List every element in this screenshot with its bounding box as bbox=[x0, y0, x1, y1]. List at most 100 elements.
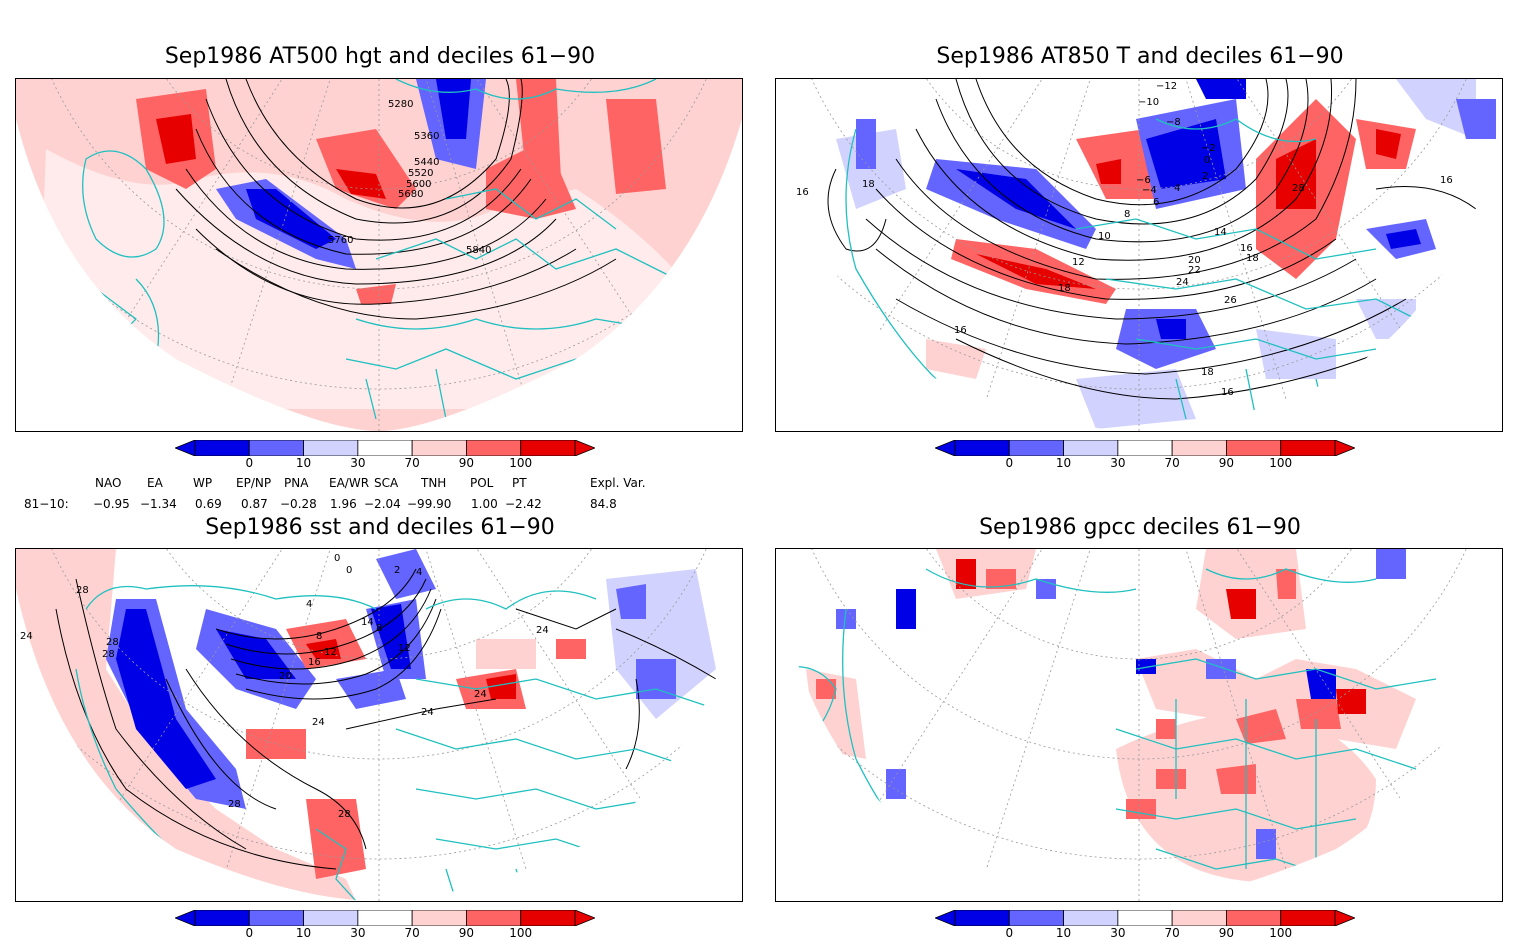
colorbar-hgt: 0 10 30 70 90 100 bbox=[175, 440, 595, 470]
index-value: −1.34 bbox=[140, 497, 177, 511]
contour-label: 20 bbox=[1188, 255, 1201, 266]
colorbar-segment bbox=[1280, 440, 1336, 456]
colorbar-segment bbox=[1334, 440, 1355, 456]
index-value: 0.69 bbox=[195, 497, 222, 511]
contour-label: 8 bbox=[376, 623, 382, 634]
colorbar-tick: 10 bbox=[1055, 456, 1072, 470]
contour-label: 0 bbox=[1204, 155, 1210, 166]
colorbar-segment bbox=[1226, 910, 1282, 926]
index-value: −2.04 bbox=[364, 497, 401, 511]
colorbar-tick: 30 bbox=[1110, 926, 1126, 940]
colorbar-segment bbox=[1171, 440, 1227, 456]
colorbar-tick: 70 bbox=[404, 456, 420, 470]
index-header: Expl. Var. bbox=[590, 476, 646, 490]
contour-label: 18 bbox=[1201, 367, 1214, 378]
contour-label: 24 bbox=[536, 625, 549, 636]
colorbar-segment bbox=[248, 440, 304, 456]
contour-label: 16 bbox=[1221, 387, 1234, 398]
contour-label: 18 bbox=[862, 179, 875, 190]
colorbar-segment bbox=[466, 440, 522, 456]
contour-label: 16 bbox=[308, 657, 321, 668]
colorbar-gpcc: 0 10 30 70 90 100 bbox=[935, 910, 1355, 940]
panel-title-hgt: Sep1986 AT500 hgt and deciles 61−90 bbox=[164, 44, 596, 69]
contour-label: 14 bbox=[361, 617, 374, 628]
colorbar-segment bbox=[194, 910, 250, 926]
contour-label: 4 bbox=[306, 599, 312, 610]
colorbar-tick: 100 bbox=[509, 926, 533, 940]
contour-label: 28 bbox=[106, 637, 119, 648]
contour-label: 5600 bbox=[406, 179, 431, 190]
index-header: WP bbox=[193, 476, 213, 490]
colorbar-segment bbox=[357, 440, 413, 456]
colorbar-tick: 90 bbox=[1218, 456, 1235, 470]
contour-label: 14 bbox=[1214, 227, 1227, 238]
colorbar-segment bbox=[574, 440, 595, 456]
contour-label: −6 bbox=[1136, 175, 1151, 186]
colorbar-segment bbox=[1117, 910, 1173, 926]
colorbar-segment bbox=[411, 440, 467, 456]
colorbar-t850: 0 10 30 70 90 100 bbox=[935, 440, 1355, 470]
contour-label: 0 bbox=[346, 565, 352, 576]
contour-label: 26 bbox=[1224, 295, 1237, 306]
contour-label: −8 bbox=[1166, 117, 1181, 128]
contour-label: 28 bbox=[228, 799, 241, 810]
contour-label: 28 bbox=[338, 809, 351, 820]
panel-title-t850: Sep1986 AT850 T and deciles 61−90 bbox=[936, 44, 1344, 69]
map-panel-gpcc bbox=[775, 548, 1503, 902]
colorbar-segment bbox=[194, 440, 250, 456]
contour-label: 5520 bbox=[408, 168, 433, 179]
colorbar-segment bbox=[466, 910, 522, 926]
colorbar-segment bbox=[175, 440, 196, 456]
contour-label: 12 bbox=[398, 643, 411, 654]
index-header: EP/NP bbox=[236, 476, 272, 490]
index-value: −99.90 bbox=[407, 497, 452, 511]
contour-label: 18 bbox=[1246, 253, 1259, 264]
contour-label: 16 bbox=[1440, 175, 1453, 186]
contour-label: −2 bbox=[1201, 143, 1216, 154]
contour-label: 5680 bbox=[398, 189, 423, 200]
colorbar-segment bbox=[574, 910, 595, 926]
panel-title-gpcc: Sep1986 gpcc deciles 61−90 bbox=[979, 515, 1301, 540]
colorbar-segment bbox=[1226, 440, 1282, 456]
colorbar-tick: 0 bbox=[1005, 456, 1014, 470]
contour-label: −10 bbox=[1138, 97, 1159, 108]
index-header: TNH bbox=[421, 476, 447, 490]
contour-label: 28 bbox=[102, 649, 115, 660]
colorbar-segment bbox=[1008, 440, 1064, 456]
colorbar-tick: 10 bbox=[295, 456, 312, 470]
contour-label: 16 bbox=[796, 187, 809, 198]
contour-label: 28 bbox=[1292, 183, 1305, 194]
contour-label: 22 bbox=[1188, 265, 1201, 276]
contour-label: 2 bbox=[1202, 171, 1208, 182]
colorbar-segment bbox=[935, 910, 956, 926]
contour-label: 24 bbox=[474, 689, 487, 700]
colorbar-segment bbox=[1280, 910, 1336, 926]
colorbar-tick: 10 bbox=[1055, 926, 1072, 940]
contour-label: 8 bbox=[316, 631, 322, 642]
contour-label: 4 bbox=[1174, 183, 1180, 194]
colorbar-tick: 70 bbox=[1164, 456, 1180, 470]
colorbar-tick: 30 bbox=[1110, 456, 1126, 470]
index-header: POL bbox=[470, 476, 494, 490]
colorbar-tick: 90 bbox=[458, 926, 475, 940]
index-value: −2.42 bbox=[505, 497, 542, 511]
contour-label: 0 bbox=[334, 553, 340, 564]
contour-label: 24 bbox=[20, 631, 33, 642]
colorbar-tick: 90 bbox=[458, 456, 475, 470]
colorbar-segment bbox=[1171, 910, 1227, 926]
contour-label: 20 bbox=[279, 671, 292, 682]
colorbar-tick: 0 bbox=[1005, 926, 1014, 940]
colorbar-tick: 70 bbox=[1164, 926, 1180, 940]
index-header: EA/WR bbox=[329, 476, 370, 490]
contour-label: 28 bbox=[76, 585, 89, 596]
contour-label: 24 bbox=[421, 707, 434, 718]
colorbar-segment bbox=[1334, 910, 1355, 926]
index-value: −0.95 bbox=[93, 497, 130, 511]
contour-label: 8 bbox=[1124, 209, 1130, 220]
colorbar-tick: 0 bbox=[245, 926, 254, 940]
index-value: 0.87 bbox=[241, 497, 268, 511]
colorbar-segment bbox=[935, 440, 956, 456]
index-row-label: 81−10: bbox=[24, 497, 69, 511]
contour-label: 5280 bbox=[388, 99, 413, 110]
colorbar-segment bbox=[520, 440, 576, 456]
